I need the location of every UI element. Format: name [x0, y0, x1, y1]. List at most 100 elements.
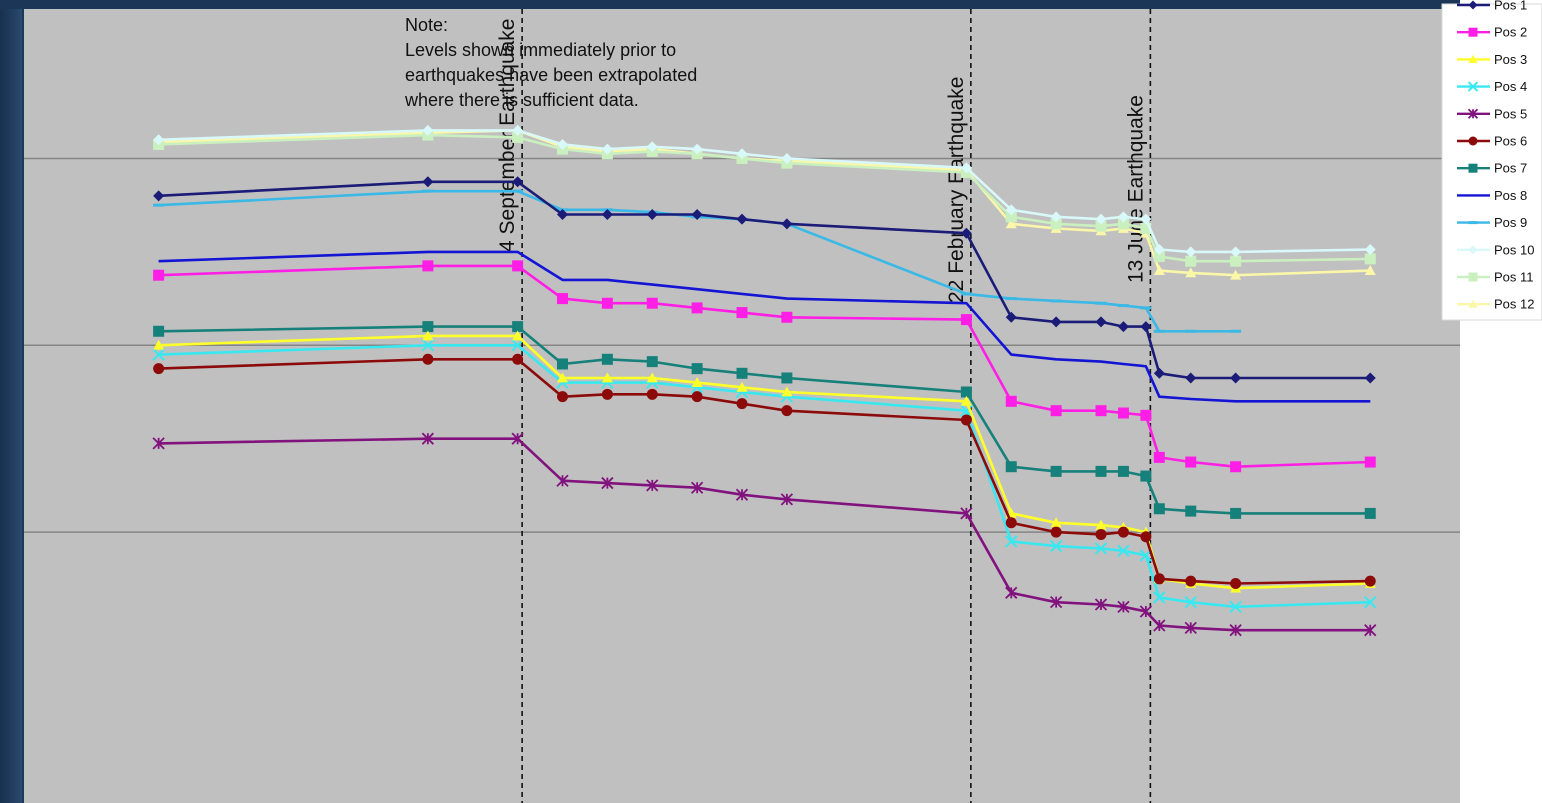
legend-item: Pos 6 — [1457, 134, 1527, 149]
data-point — [1005, 311, 1017, 323]
data-point — [601, 143, 613, 155]
data-point — [1467, 108, 1479, 119]
series-pos-4 — [152, 339, 1377, 614]
data-point — [1229, 624, 1242, 637]
data-point — [1153, 619, 1166, 632]
data-point — [1468, 136, 1478, 146]
data-point — [557, 209, 568, 221]
data-point — [556, 474, 569, 487]
data-point — [1153, 251, 1165, 263]
data-point — [960, 162, 972, 174]
data-point — [736, 307, 748, 319]
data-point — [152, 437, 165, 450]
data-point — [1364, 265, 1376, 275]
data-point — [601, 353, 613, 365]
data-point — [1468, 272, 1478, 282]
data-point — [1468, 27, 1478, 37]
data-point — [736, 381, 748, 392]
data-point — [1140, 531, 1152, 543]
data-point — [557, 293, 568, 305]
data-point — [960, 414, 972, 426]
data-point — [422, 330, 434, 341]
legend-item: Pos 8 — [1457, 188, 1527, 203]
legend-item: Pos 3 — [1457, 52, 1527, 67]
data-point — [421, 432, 435, 445]
legend-item: Pos 11 — [1457, 270, 1534, 285]
legend-label: Pos 8 — [1494, 188, 1527, 203]
data-point — [1140, 223, 1152, 235]
data-point — [512, 353, 524, 365]
legend-item: Pos 5 — [1457, 106, 1527, 121]
data-point — [1095, 528, 1107, 540]
data-point — [1095, 220, 1107, 232]
data-point — [1140, 321, 1152, 333]
data-point — [511, 432, 524, 445]
legend-label: Pos 2 — [1494, 25, 1527, 40]
data-point — [1049, 539, 1063, 553]
window-frame-top — [0, 0, 1542, 9]
data-point — [736, 148, 748, 160]
earthquake-label: 13 June Earthquake — [1124, 95, 1147, 283]
series-line — [158, 250, 1371, 403]
data-point — [646, 141, 658, 153]
data-point — [1094, 598, 1108, 611]
data-point — [601, 209, 613, 221]
data-point — [512, 330, 524, 341]
data-point — [1230, 269, 1242, 280]
data-point — [781, 372, 793, 384]
data-point — [1364, 575, 1376, 587]
data-point — [1095, 465, 1107, 477]
data-point — [646, 372, 658, 383]
series-pos-8 — [158, 250, 1371, 403]
data-point — [691, 143, 703, 155]
data-point — [781, 405, 793, 417]
data-point — [1185, 372, 1197, 384]
data-point — [422, 176, 434, 188]
data-point — [1364, 595, 1377, 609]
data-point — [646, 479, 659, 492]
data-point — [1117, 600, 1130, 613]
data-point — [1050, 517, 1062, 528]
series-pos-1 — [153, 176, 1376, 384]
data-point — [1095, 519, 1107, 530]
data-point — [153, 269, 165, 281]
data-point — [1230, 246, 1242, 258]
data-point — [1139, 605, 1153, 618]
data-point — [1050, 526, 1062, 538]
data-point — [736, 398, 748, 410]
legend-label: Pos 10 — [1494, 242, 1534, 257]
data-point — [557, 358, 568, 370]
data-point — [557, 372, 568, 383]
data-point — [1005, 395, 1017, 407]
data-point — [1005, 211, 1017, 223]
data-point — [601, 372, 613, 383]
legend-item: Pos 12 — [1457, 297, 1534, 312]
data-point — [1364, 244, 1376, 256]
data-point — [1117, 407, 1129, 419]
data-point — [1153, 451, 1165, 463]
data-point — [153, 325, 165, 337]
data-point — [1117, 526, 1129, 538]
data-point — [1094, 542, 1108, 555]
data-point — [422, 353, 434, 365]
data-point — [1005, 517, 1017, 529]
data-point — [557, 391, 568, 403]
legend-item: Pos 7 — [1457, 161, 1527, 176]
data-point — [1184, 595, 1197, 609]
series-lines — [152, 124, 1377, 637]
data-point — [690, 481, 704, 494]
data-point — [153, 339, 165, 350]
legend-label: Pos 1 — [1494, 0, 1527, 13]
data-point — [1364, 507, 1376, 519]
data-point — [1117, 211, 1129, 223]
data-point — [511, 339, 524, 352]
data-point — [781, 218, 793, 230]
series-pos-10 — [153, 124, 1376, 258]
data-point — [781, 152, 793, 164]
data-point — [960, 395, 972, 406]
data-point — [1140, 470, 1152, 482]
data-point — [1117, 544, 1130, 557]
series-line — [158, 189, 1236, 333]
data-point — [736, 367, 748, 379]
legend-item: Pos 2 — [1457, 25, 1527, 40]
